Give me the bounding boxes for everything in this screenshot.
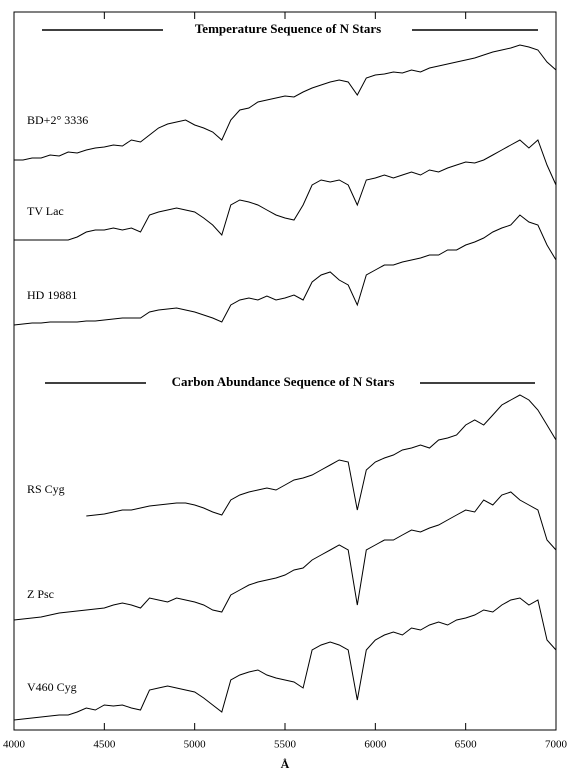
spectrum-line	[13, 491, 557, 621]
series-label: BD+2° 3336	[27, 113, 88, 127]
series-label: Z Psc	[27, 587, 54, 601]
section-heading: Temperature Sequence of N Stars	[195, 21, 381, 36]
plot-frame	[13, 11, 557, 731]
series-label: HD 19881	[27, 288, 77, 302]
x-tick-label: 5000	[184, 739, 207, 751]
x-tick-label: 7000	[545, 739, 568, 751]
x-axis-label: Å	[281, 757, 290, 771]
x-tick-label: 4000	[3, 739, 26, 751]
series-label: RS Cyg	[27, 482, 65, 496]
x-tick-label: 6500	[455, 739, 478, 751]
series-label: TV Lac	[27, 204, 64, 218]
x-tick-label: 6000	[364, 739, 387, 751]
spectrum-line	[13, 214, 557, 326]
spectrum-line	[86, 394, 557, 517]
spectrum-line	[14, 44, 557, 161]
x-tick-label: 4500	[93, 739, 116, 751]
series-label: V460 Cyg	[27, 680, 77, 694]
spectrum-line	[13, 597, 557, 721]
section-heading: Carbon Abundance Sequence of N Stars	[172, 374, 395, 389]
x-tick-label: 5500	[274, 739, 297, 751]
spectrum-line	[14, 139, 557, 241]
